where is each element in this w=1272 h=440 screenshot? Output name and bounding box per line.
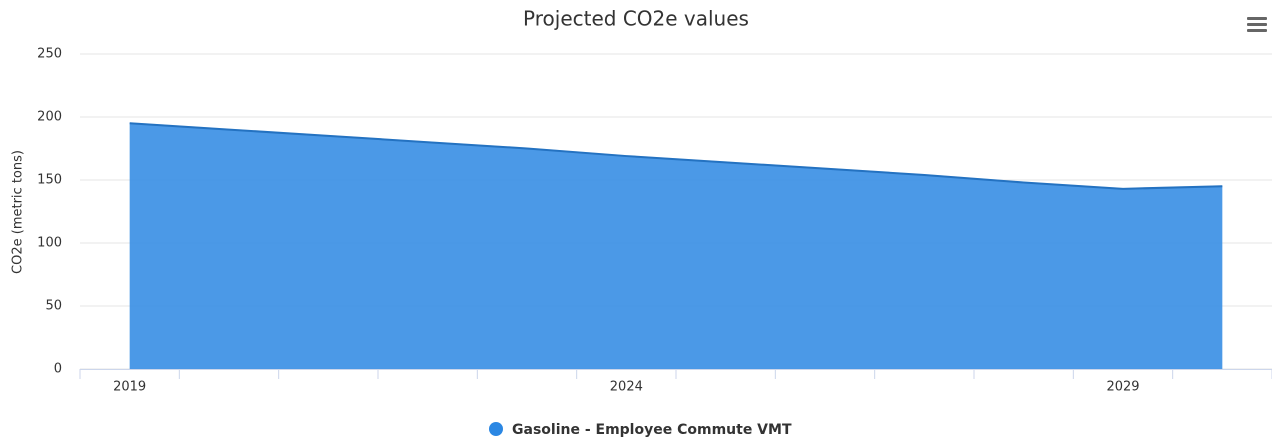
menu-bar [1247, 17, 1267, 20]
menu-button[interactable] [1247, 17, 1267, 32]
y-tick-label: 0 [54, 362, 62, 377]
menu-bar [1247, 23, 1267, 26]
y-axis-title: CO2e (metric tons) [11, 150, 26, 274]
x-tick-label: 2029 [1106, 380, 1139, 395]
legend-label: Gasoline - Employee Commute VMT [512, 422, 792, 438]
y-tick-label: 250 [37, 47, 62, 62]
area-line-shade [129, 122, 1223, 190]
y-tick-label: 150 [37, 173, 62, 188]
legend-item[interactable]: Gasoline - Employee Commute VMT [489, 422, 792, 438]
area-line [129, 122, 1223, 190]
area-fill [129, 123, 1223, 369]
y-tick-label: 50 [45, 299, 62, 314]
x-tick-label: 2019 [113, 380, 146, 395]
menu-bar [1247, 29, 1267, 32]
y-tick-label: 100 [37, 236, 62, 251]
chart-title: Projected CO2e values [523, 7, 749, 31]
x-tick-label: 2024 [610, 380, 643, 395]
legend-marker [489, 422, 503, 436]
y-tick-label: 200 [37, 110, 62, 125]
